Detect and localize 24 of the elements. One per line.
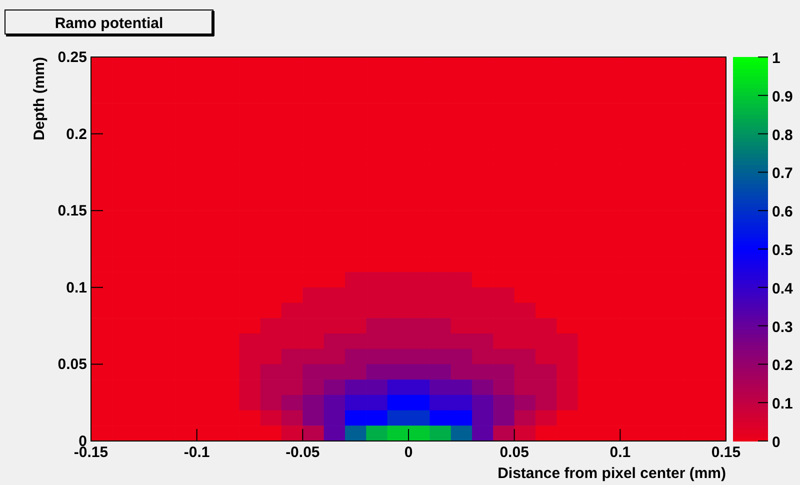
chart-title: Ramo potential [54,15,164,32]
x-tick-label: 0.1 [610,444,631,461]
y-tick-label: 0.1 [66,279,87,296]
y-tick-label: 0.15 [58,202,87,220]
x-axis-title: Distance from pixel center (mm) [498,465,726,482]
x-tick-label: 0.05 [500,444,529,461]
x-tick-label: 0 [404,444,413,461]
color-bar-label: 0.5 [772,242,793,259]
color-bar-label: 0.1 [772,396,793,413]
y-tick-label: 0.25 [58,49,87,66]
x-tick-label: 0.15 [711,444,741,461]
y-tick-label: 0.2 [66,126,87,143]
color-bar-label: 0.6 [772,204,793,221]
y-axis-title: Depth (mm) [31,56,48,140]
x-tick-label: -0.05 [286,444,320,461]
color-bar-label: 0.2 [772,357,793,374]
color-bar-label: 1 [772,50,780,67]
y-tick-label: 0.05 [58,356,87,374]
color-bar-label: 0.3 [772,318,793,336]
color-bar-label: 0.4 [772,280,794,298]
x-tick-label: -0.1 [184,444,210,461]
color-bar-label: 0.8 [772,126,793,144]
color-bar-label: 0.7 [772,165,793,182]
color-bar-label: 0.9 [772,88,793,106]
